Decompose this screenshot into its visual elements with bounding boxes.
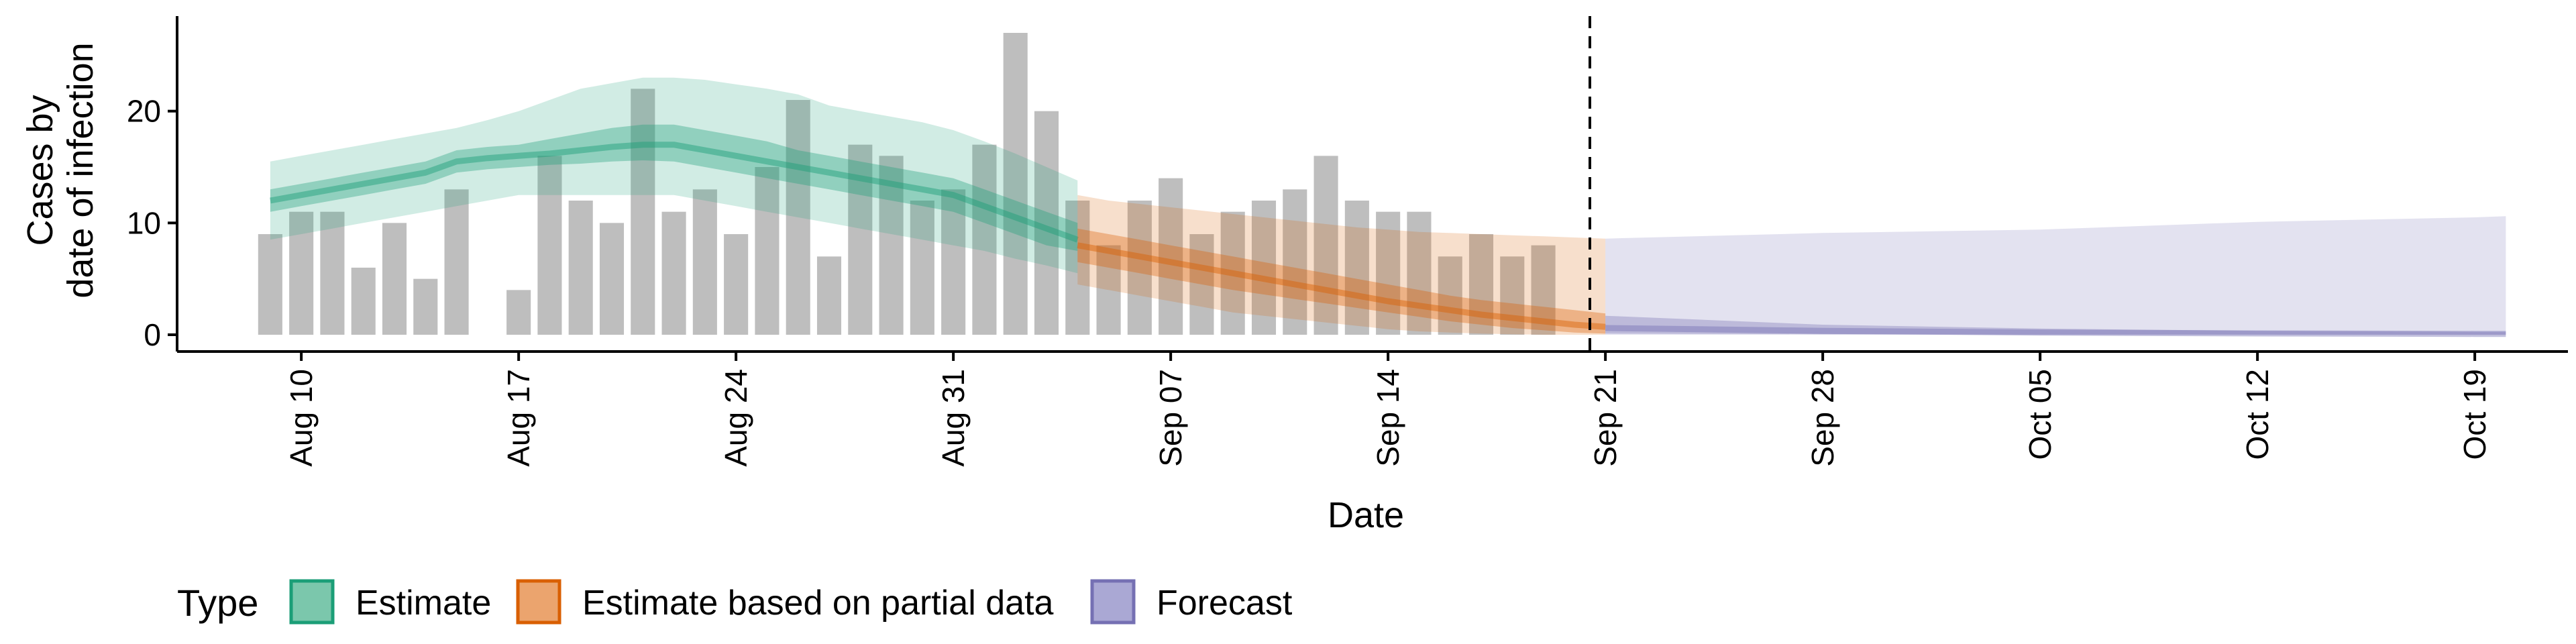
x-tick-label: Sep 28: [1805, 369, 1840, 467]
bar: [568, 201, 593, 335]
bar: [444, 189, 469, 335]
bar: [879, 156, 904, 335]
bar: [1500, 256, 1525, 335]
bar: [1313, 156, 1338, 335]
bar: [816, 256, 842, 335]
y-axis-ticks: 0 10 20: [127, 94, 177, 352]
y-axis-title-line-2: date of infection: [60, 42, 101, 298]
bar: [320, 211, 345, 335]
legend-key-estimate: [289, 579, 335, 625]
legend: Type Estimate Estimate based on partial …: [177, 579, 1293, 625]
median-line: [270, 142, 1079, 243]
bar: [1283, 189, 1307, 335]
bar: [1127, 201, 1152, 335]
inner-band: [1605, 315, 2506, 335]
bar: [692, 189, 717, 335]
bar: [1376, 211, 1401, 335]
bar: [724, 234, 749, 335]
legend-label-forecast: Forecast: [1157, 584, 1293, 623]
bar: [599, 223, 625, 335]
outer-band: [1077, 195, 1606, 335]
bar: [351, 268, 376, 335]
bar: [1407, 211, 1432, 335]
bar: [1531, 245, 1556, 335]
y-tick-label: 0: [144, 317, 161, 352]
bar: [1159, 178, 1183, 335]
x-tick-label: Aug 17: [501, 369, 536, 467]
x-tick-label: Oct 05: [2023, 369, 2057, 460]
x-tick-label: Oct 19: [2457, 369, 2492, 460]
bar: [1220, 211, 1245, 335]
y-tick-label: 10: [127, 205, 161, 240]
legend-label-partial-estimate: Estimate based on partial data: [582, 584, 1054, 623]
x-tick-label: Aug 10: [284, 369, 319, 467]
bar: [910, 201, 934, 335]
bar: [537, 156, 562, 335]
outer-band: [270, 77, 1078, 274]
bar: [1034, 111, 1059, 335]
bar: [1468, 234, 1494, 335]
x-tick-label: Aug 24: [718, 369, 753, 467]
bar: [1438, 256, 1462, 335]
bar: [1344, 201, 1369, 335]
bar: [382, 223, 407, 335]
bar: [755, 167, 780, 335]
bar: [1251, 201, 1277, 335]
bar: [661, 211, 686, 335]
bar: [848, 144, 873, 335]
x-axis-ticks: Aug 10 Aug 17 Aug 24 Aug 31 Sep 07 Sep 14 Sep …: [284, 352, 2492, 467]
x-tick-label: Oct 12: [2240, 369, 2275, 460]
bar: [1096, 245, 1121, 335]
estimate-bands: [270, 77, 2506, 337]
median-line: [1605, 325, 2506, 337]
x-tick-label: Sep 07: [1153, 369, 1188, 467]
x-axis-title: Date: [1328, 495, 1404, 535]
bar: [413, 278, 438, 335]
bar: [289, 211, 314, 335]
bar: [258, 234, 282, 335]
bar: [1189, 234, 1214, 335]
bar: [1065, 201, 1090, 335]
bar: [786, 100, 810, 335]
legend-key-partial-estimate: [516, 579, 561, 625]
legend-key-forecast: [1090, 579, 1136, 625]
outer-band: [1605, 216, 2506, 335]
inner-band: [1077, 228, 1606, 334]
bar: [1003, 33, 1028, 335]
bar: [941, 189, 966, 335]
reported-cases-bars: [258, 33, 1556, 335]
legend-label-estimate: Estimate: [356, 584, 491, 623]
x-tick-label: Aug 31: [936, 369, 971, 467]
bar: [972, 144, 997, 335]
median-line: [1077, 242, 1606, 330]
legend-title: Type: [177, 582, 258, 624]
inner-band: [270, 124, 1078, 251]
bar: [631, 89, 655, 335]
y-axis-title-line-1: Cases by: [20, 95, 60, 246]
y-tick-label: 20: [127, 94, 161, 129]
x-tick-label: Sep 21: [1588, 369, 1623, 467]
x-tick-label: Sep 14: [1371, 369, 1405, 467]
bar: [506, 290, 531, 335]
